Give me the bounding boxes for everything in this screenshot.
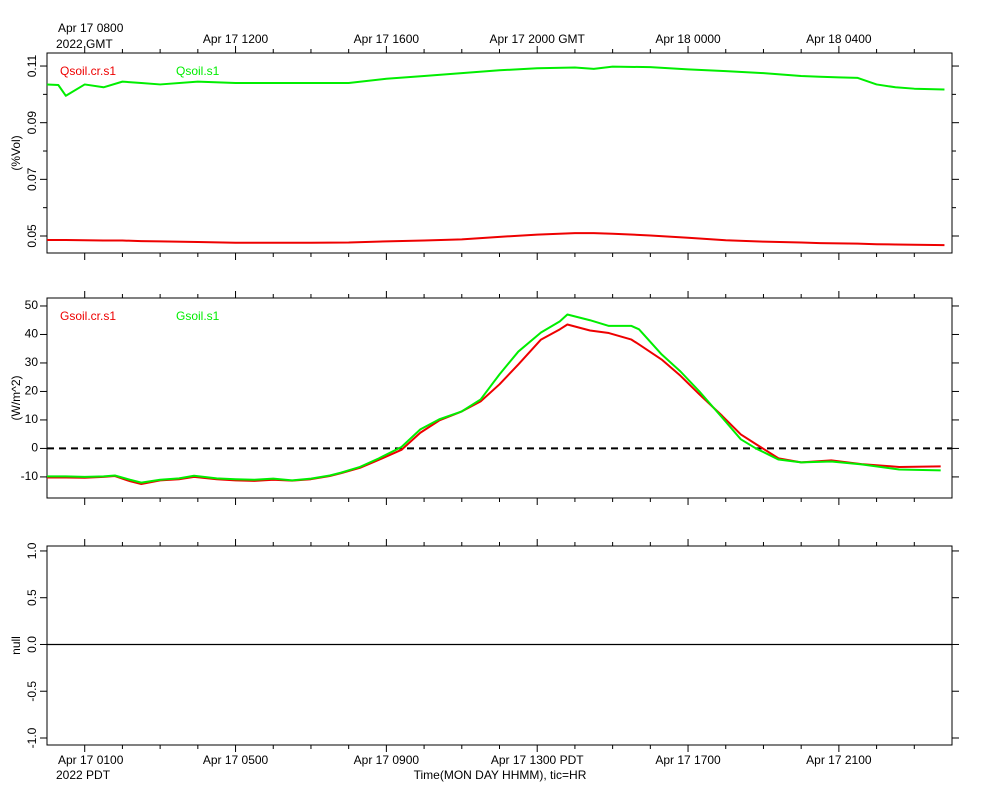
y-axis-label: (%Vol) — [9, 135, 23, 170]
data-line — [47, 323, 941, 486]
top-tick-label: Apr 18 0400 — [806, 32, 872, 46]
legend-entry: Gsoil.cr.s1 — [60, 309, 116, 323]
y-tick-label: 1.0 — [25, 542, 39, 559]
top-year: 2022 GMT — [56, 37, 113, 51]
top-tick-label: Apr 17 1600 — [354, 32, 420, 46]
y-tick-label: 0.5 — [25, 589, 39, 606]
bottom-tick-label: Apr 17 1300 PDT — [491, 753, 584, 767]
bottom-tick-label: Apr 17 1700 — [655, 753, 721, 767]
data-line — [47, 313, 941, 484]
bottom-tick-label: Apr 17 2100 — [806, 753, 872, 767]
y-tick-label: 0 — [31, 441, 38, 455]
y-tick-label: 0.0 — [25, 636, 39, 653]
plot-frame — [46, 545, 953, 746]
y-tick-label: 20 — [25, 384, 39, 398]
bottom-tick-label: Apr 17 0500 — [203, 753, 269, 767]
y-tick-label: -0.5 — [25, 681, 39, 702]
y-tick-label: -1.0 — [25, 727, 39, 748]
y-axis-label: null — [9, 636, 23, 655]
y-tick-label: -10 — [21, 469, 39, 483]
y-tick-label: 30 — [25, 355, 39, 369]
bottom-tick-label: Apr 17 0900 — [354, 753, 420, 767]
bottom-tick-label: Apr 17 0100 — [58, 753, 124, 767]
y-axis-label: (W/m^2) — [9, 376, 23, 421]
top-tick-label: Apr 17 2000 GMT — [490, 32, 586, 46]
y-tick-label: 0.05 — [25, 224, 39, 248]
y-tick-label: 10 — [25, 412, 39, 426]
bottom-year: 2022 PDT — [56, 768, 111, 782]
plot-frame — [46, 297, 953, 499]
y-tick-label: 0.11 — [25, 54, 39, 77]
y-tick-label: 50 — [25, 298, 39, 312]
top-tick-label: Apr 18 0000 — [655, 32, 721, 46]
data-line — [46, 65, 945, 97]
x-axis-label: Time(MON DAY HHMM), tic=HR — [414, 768, 587, 782]
top-tick-label: Apr 17 0800 — [58, 21, 124, 35]
legend-entry: Gsoil.s1 — [176, 309, 220, 323]
data-line — [47, 232, 945, 247]
y-tick-label: 0.07 — [25, 167, 39, 191]
legend-entry: Qsoil.cr.s1 — [60, 64, 116, 78]
top-tick-label: Apr 17 1200 — [203, 32, 269, 46]
y-tick-label: 0.09 — [25, 111, 39, 135]
y-tick-label: 40 — [25, 327, 39, 341]
legend-entry: Qsoil.s1 — [176, 64, 220, 78]
